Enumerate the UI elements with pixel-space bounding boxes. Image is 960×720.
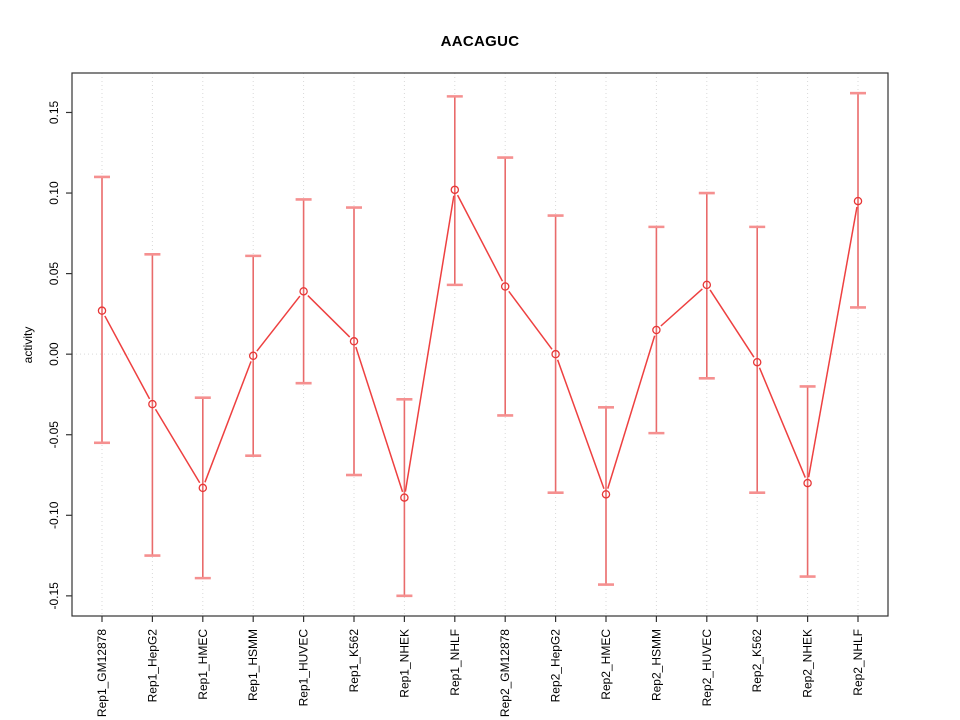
data-point (551, 349, 560, 359)
data-point (652, 325, 661, 335)
x-tick-label: Rep1_NHEK (397, 629, 411, 698)
series-segment (807, 206, 858, 478)
chart-title: AACAGUC (440, 33, 520, 50)
series-segment (607, 335, 656, 489)
series-segment (404, 195, 455, 492)
y-tick-label: 0.10 (47, 181, 61, 205)
series-segment (709, 289, 755, 358)
data-point (400, 493, 409, 502)
data-point (752, 357, 762, 367)
data-point (803, 478, 812, 488)
y-tick-label: -0.15 (47, 582, 61, 610)
series-segment (508, 290, 553, 350)
x-tick-label: Rep2_HSMM (649, 629, 663, 701)
x-tick-label: Rep2_HepG2 (549, 629, 563, 703)
x-tick-label: Rep1_HMEC (196, 629, 210, 700)
x-tick-label: Rep2_NHEK (801, 629, 815, 698)
data-point (853, 196, 863, 206)
series-segment (556, 359, 605, 489)
data-point (500, 282, 510, 291)
series-segment (307, 295, 351, 338)
y-tick-label: 0.00 (47, 342, 61, 366)
series-segment (256, 295, 301, 352)
y-tick-label: 0.15 (47, 100, 61, 124)
x-tick-label: Rep1_NHLF (448, 629, 462, 696)
x-tick-label: Rep2_HUVEC (700, 629, 714, 707)
x-tick-label: Rep1_K562 (347, 629, 361, 693)
x-tick-label: Rep1_HepG2 (145, 629, 159, 703)
data-point (148, 399, 157, 409)
x-tick-label: Rep2_NHLF (851, 629, 865, 696)
x-tick-label: Rep2_HMEC (599, 629, 613, 700)
data-point (299, 287, 308, 296)
y-tick-label: 0.05 (47, 262, 61, 286)
data-point (349, 337, 359, 346)
series-segment (456, 194, 504, 282)
x-tick-label: Rep2_GM12878 (498, 629, 512, 717)
x-tick-label: Rep1_GM12878 (95, 629, 109, 717)
series-segment (660, 288, 703, 327)
y-tick-label: -0.10 (47, 501, 61, 529)
data-point (198, 483, 208, 493)
data-point (97, 306, 107, 315)
data-point (702, 280, 712, 290)
y-tick-label: -0.05 (47, 421, 61, 449)
data-point (601, 490, 611, 499)
series-segment (758, 367, 806, 478)
data-point (450, 185, 460, 195)
series-segment (154, 408, 201, 484)
x-tick-label: Rep2_K562 (750, 629, 764, 693)
series-segment (104, 315, 151, 400)
data-point (248, 351, 258, 361)
x-tick-label: Rep1_HSMM (246, 629, 260, 701)
plot-frame (71, 72, 889, 617)
series-segment (355, 346, 404, 493)
x-tick-label: Rep1_HUVEC (297, 629, 311, 707)
series-segment (204, 361, 252, 483)
